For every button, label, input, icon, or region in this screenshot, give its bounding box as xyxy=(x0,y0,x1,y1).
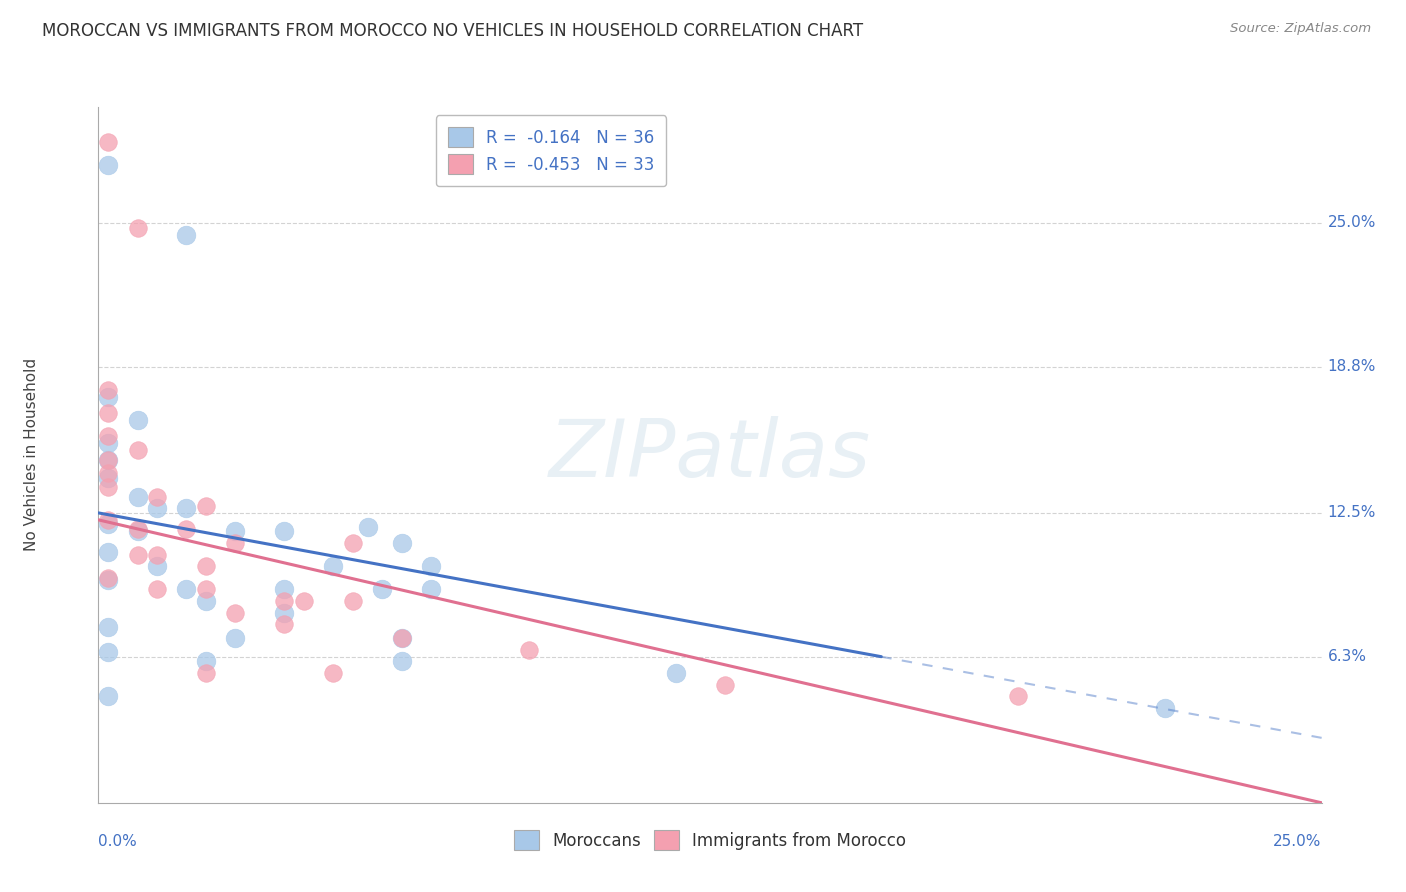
Point xyxy=(292,594,315,608)
Point xyxy=(97,689,120,703)
Point xyxy=(322,559,344,574)
Point xyxy=(517,642,540,657)
Point xyxy=(97,545,120,559)
Text: No Vehicles in Household: No Vehicles in Household xyxy=(24,359,38,551)
Point xyxy=(97,480,120,494)
Point xyxy=(356,520,378,534)
Point xyxy=(195,665,218,680)
Point xyxy=(371,582,394,597)
Point xyxy=(97,619,120,633)
Point xyxy=(391,631,413,645)
Point xyxy=(342,594,364,608)
Point xyxy=(97,436,120,450)
Point xyxy=(176,227,198,242)
Point xyxy=(391,654,413,668)
Point xyxy=(322,665,344,680)
Point xyxy=(97,471,120,485)
Point xyxy=(1007,689,1029,703)
Point xyxy=(97,467,120,481)
Point xyxy=(273,524,295,539)
Point xyxy=(97,429,120,443)
Point xyxy=(97,452,120,467)
Point xyxy=(127,490,149,504)
Point xyxy=(97,452,120,467)
Point xyxy=(273,594,295,608)
Point xyxy=(146,501,169,516)
Point xyxy=(195,499,218,513)
Point xyxy=(273,617,295,632)
Point xyxy=(97,645,120,659)
Point xyxy=(97,135,120,149)
Point xyxy=(127,413,149,427)
Point xyxy=(97,390,120,404)
Text: 12.5%: 12.5% xyxy=(1327,506,1376,520)
Text: 25.0%: 25.0% xyxy=(1327,216,1376,230)
Point xyxy=(127,548,149,562)
Point xyxy=(176,582,198,597)
Text: 25.0%: 25.0% xyxy=(1274,834,1322,849)
Text: ZIPatlas: ZIPatlas xyxy=(548,416,872,494)
Point xyxy=(195,594,218,608)
Point xyxy=(97,406,120,420)
Point xyxy=(273,606,295,620)
Text: MOROCCAN VS IMMIGRANTS FROM MOROCCO NO VEHICLES IN HOUSEHOLD CORRELATION CHART: MOROCCAN VS IMMIGRANTS FROM MOROCCO NO V… xyxy=(42,22,863,40)
Point xyxy=(127,220,149,235)
Point xyxy=(97,571,120,585)
Text: Source: ZipAtlas.com: Source: ZipAtlas.com xyxy=(1230,22,1371,36)
Legend: Moroccans, Immigrants from Morocco: Moroccans, Immigrants from Morocco xyxy=(508,823,912,857)
Point xyxy=(97,573,120,587)
Point xyxy=(224,524,246,539)
Point xyxy=(146,490,169,504)
Point xyxy=(127,524,149,539)
Point xyxy=(224,536,246,550)
Point xyxy=(97,158,120,172)
Point xyxy=(195,654,218,668)
Text: 6.3%: 6.3% xyxy=(1327,649,1367,665)
Point xyxy=(665,665,688,680)
Point xyxy=(420,582,443,597)
Point xyxy=(391,631,413,645)
Point xyxy=(97,383,120,397)
Point xyxy=(146,559,169,574)
Point xyxy=(146,548,169,562)
Point xyxy=(195,582,218,597)
Point xyxy=(224,606,246,620)
Point xyxy=(224,631,246,645)
Point xyxy=(273,582,295,597)
Point xyxy=(713,677,735,691)
Point xyxy=(176,501,198,516)
Point xyxy=(146,582,169,597)
Point xyxy=(97,513,120,527)
Point xyxy=(391,536,413,550)
Point xyxy=(127,443,149,458)
Point xyxy=(342,536,364,550)
Point xyxy=(420,559,443,574)
Point xyxy=(1154,700,1177,714)
Point xyxy=(176,522,198,536)
Point xyxy=(195,559,218,574)
Point xyxy=(97,517,120,532)
Point xyxy=(127,522,149,536)
Text: 18.8%: 18.8% xyxy=(1327,359,1376,375)
Text: 0.0%: 0.0% xyxy=(98,834,138,849)
